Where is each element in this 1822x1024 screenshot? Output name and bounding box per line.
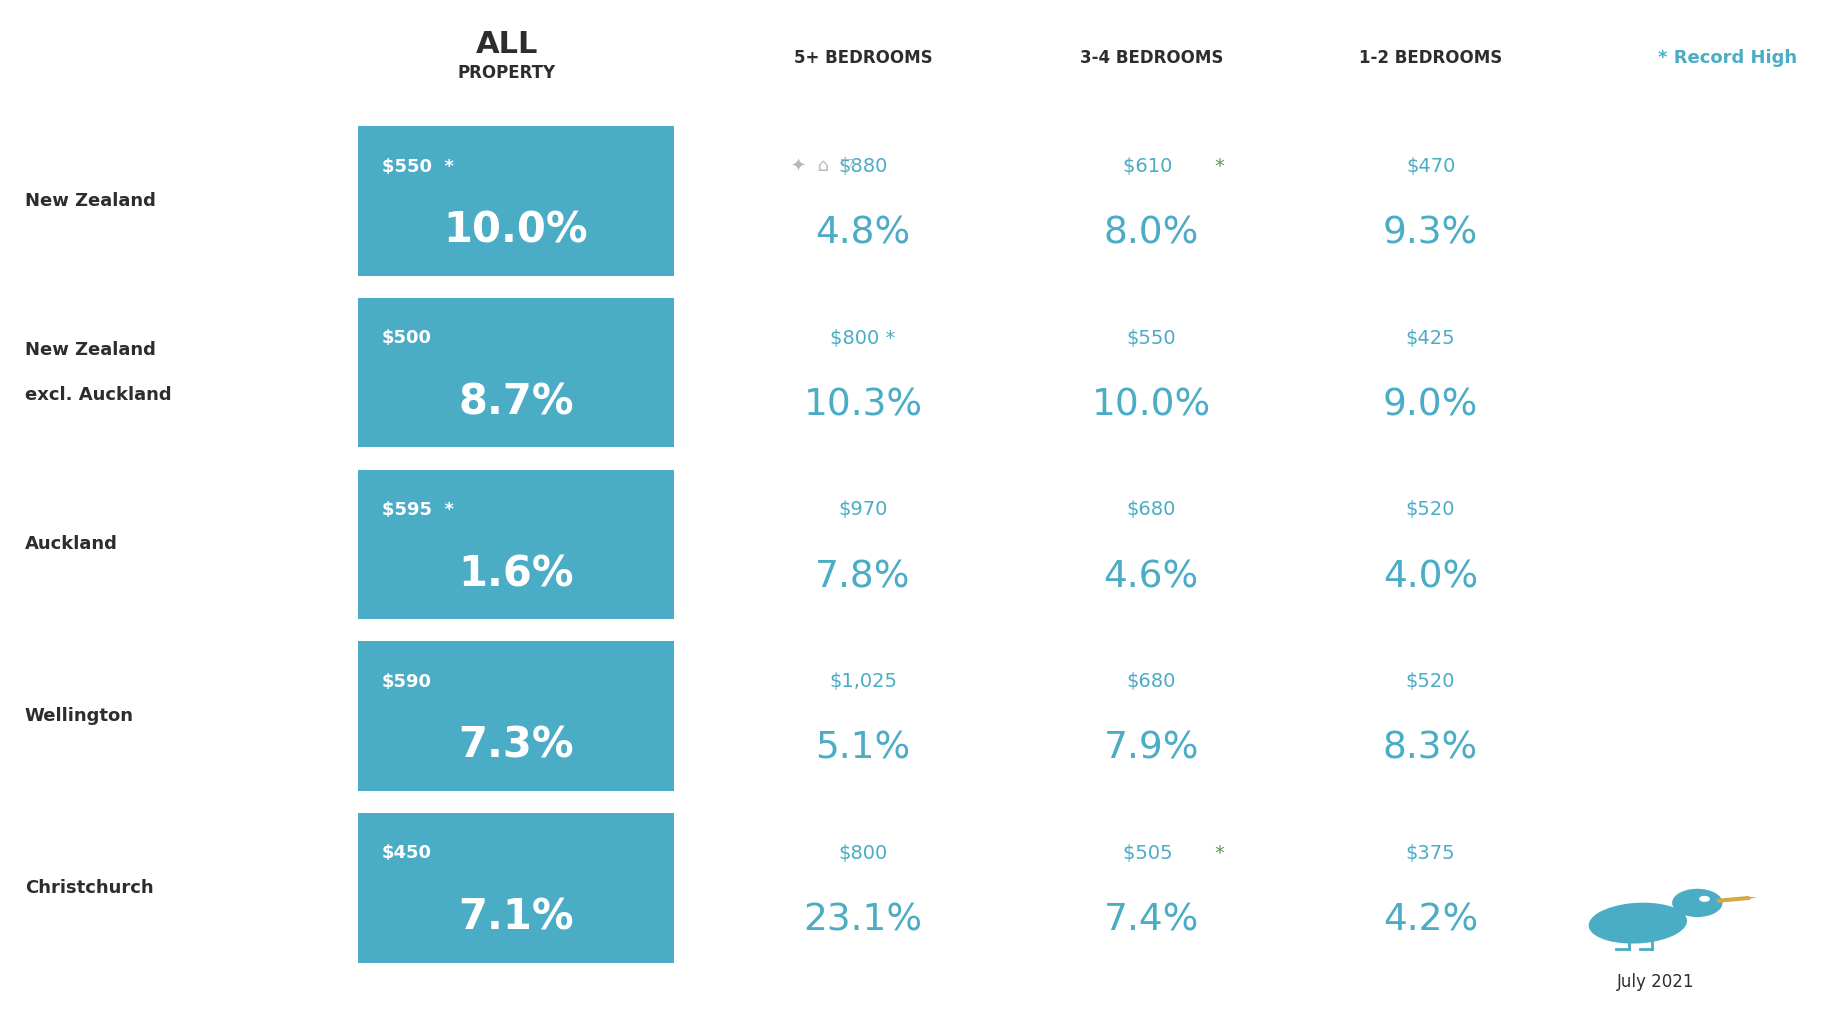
Text: 4.6%: 4.6% [1104,559,1199,595]
Text: 4.8%: 4.8% [814,216,911,252]
Text: PROPERTY: PROPERTY [457,63,556,82]
Text: $800 *: $800 * [831,329,896,348]
Text: Auckland: Auckland [26,536,118,553]
Text: 23.1%: 23.1% [804,902,922,939]
Text: 7.3%: 7.3% [457,725,574,767]
Text: *: * [1213,844,1224,863]
Text: $800: $800 [838,844,887,863]
Text: 7.9%: 7.9% [1104,731,1199,767]
Text: $450: $450 [383,845,432,862]
Text: 5.1%: 5.1% [814,731,911,767]
Text: $880: $880 [838,157,887,176]
Text: $470: $470 [1407,157,1456,176]
Text: New Zealand: New Zealand [26,341,157,359]
Text: * Record High: * Record High [1658,49,1798,68]
Text: July 2021: July 2021 [1618,973,1694,990]
Text: $590: $590 [383,673,432,690]
Text: $680: $680 [1126,501,1175,519]
Text: $595  *: $595 * [383,501,454,519]
Text: 1.6%: 1.6% [457,553,574,595]
Text: 7.4%: 7.4% [1104,902,1199,939]
Text: ✦  ⌂  ▽: ✦ ⌂ ▽ [791,158,855,175]
Text: 9.0%: 9.0% [1383,387,1478,424]
Text: 8.7%: 8.7% [457,382,574,424]
Text: $500: $500 [383,330,432,347]
Circle shape [1700,896,1709,902]
FancyBboxPatch shape [359,126,674,275]
Text: 10.0%: 10.0% [1091,387,1212,424]
Text: 10.0%: 10.0% [445,210,589,252]
Text: $550: $550 [1126,329,1175,348]
Text: 7.1%: 7.1% [457,897,574,939]
Text: $680: $680 [1126,672,1175,691]
Text: 8.0%: 8.0% [1104,216,1199,252]
Text: $505: $505 [1124,844,1179,863]
Text: $520: $520 [1407,672,1456,691]
Text: 3-4 BEDROOMS: 3-4 BEDROOMS [1080,49,1223,68]
Text: $425: $425 [1407,329,1456,348]
Text: 8.3%: 8.3% [1383,731,1478,767]
Text: 4.0%: 4.0% [1383,559,1478,595]
Text: 1-2 BEDROOMS: 1-2 BEDROOMS [1359,49,1501,68]
FancyBboxPatch shape [359,813,674,963]
Text: Christchurch: Christchurch [26,879,153,897]
Text: $970: $970 [838,501,887,519]
Text: excl. Auckland: excl. Auckland [26,386,171,403]
Text: 9.3%: 9.3% [1383,216,1478,252]
Text: $550  *: $550 * [383,158,454,175]
FancyBboxPatch shape [359,470,674,620]
Text: $610: $610 [1124,157,1179,176]
FancyBboxPatch shape [359,641,674,791]
FancyBboxPatch shape [359,298,674,447]
Text: *: * [1213,157,1224,176]
Text: $520: $520 [1407,501,1456,519]
Text: 5+ BEDROOMS: 5+ BEDROOMS [794,49,933,68]
Text: 7.8%: 7.8% [814,559,911,595]
Text: 10.3%: 10.3% [804,387,922,424]
Circle shape [1673,889,1722,918]
FancyArrow shape [1716,896,1756,903]
Ellipse shape [1589,902,1687,943]
Text: 4.2%: 4.2% [1383,902,1478,939]
Text: $1,025: $1,025 [829,672,896,691]
Text: $375: $375 [1407,844,1456,863]
Text: New Zealand: New Zealand [26,191,157,210]
Text: ALL: ALL [476,30,537,58]
Text: Wellington: Wellington [26,707,135,725]
